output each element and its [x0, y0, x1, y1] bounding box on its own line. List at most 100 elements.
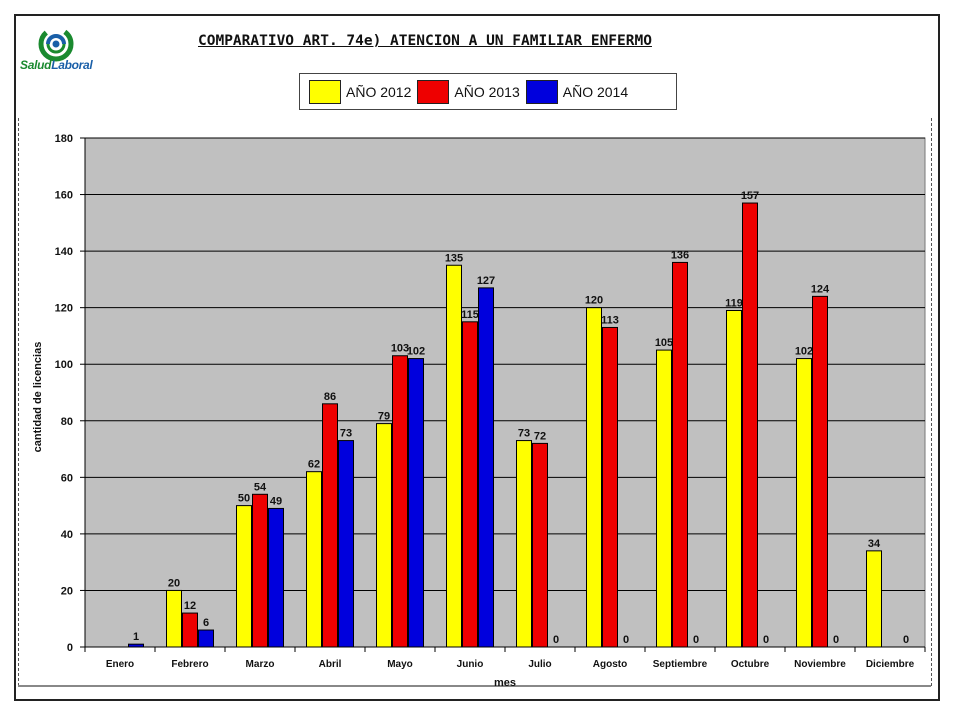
bar — [602, 326, 618, 648]
y-tick-label: 80 — [61, 416, 73, 428]
bar — [338, 440, 354, 648]
legend-label-2014: AÑO 2014 — [562, 83, 629, 100]
x-tick-label: Octubre — [731, 659, 770, 670]
data-label: 102 — [795, 346, 813, 358]
bar — [392, 355, 408, 648]
data-label: 120 — [585, 295, 603, 307]
bar — [182, 612, 198, 648]
y-tick-label: 140 — [55, 246, 73, 258]
data-label: 0 — [623, 634, 629, 646]
data-label: 6 — [203, 617, 209, 629]
data-label: 135 — [445, 252, 463, 264]
bar — [532, 442, 548, 648]
bar — [462, 321, 478, 648]
data-label: 124 — [811, 283, 830, 295]
bar — [446, 264, 462, 648]
data-label: 127 — [477, 275, 495, 287]
legend-item-2014: AÑO 2014 — [525, 79, 630, 104]
y-tick-label: 20 — [61, 585, 73, 597]
bar — [866, 550, 882, 648]
x-tick-label: Diciembre — [866, 659, 915, 670]
data-label: 50 — [238, 493, 250, 505]
legend-item-2013: AÑO 2013 — [417, 79, 521, 104]
data-label: 20 — [168, 577, 180, 589]
data-label: 72 — [534, 430, 546, 442]
left-dashed-border — [18, 118, 19, 686]
bar — [586, 307, 602, 648]
data-label: 12 — [184, 600, 196, 612]
bar — [812, 295, 828, 648]
data-label: 157 — [741, 190, 759, 202]
data-label: 103 — [391, 343, 409, 355]
data-label: 0 — [693, 634, 699, 646]
chart-title: COMPARATIVO ART. 74e) ATENCION A UN FAMI… — [198, 33, 652, 49]
legend-label-2013: AÑO 2013 — [454, 83, 520, 100]
salud-laboral-logo-icon — [38, 26, 74, 62]
bar — [478, 287, 494, 648]
x-axis-label: mes — [493, 677, 517, 689]
data-label: 0 — [553, 634, 559, 646]
x-tick-label: Febrero — [171, 659, 208, 670]
y-tick-label: 160 — [55, 190, 73, 202]
legend-swatch-2012 — [309, 79, 341, 104]
logo-text-part2: Laboral — [51, 58, 93, 72]
data-label: 115 — [461, 309, 479, 321]
y-tick-label: 0 — [67, 642, 73, 654]
x-tick-label: Septiembre — [653, 659, 708, 670]
y-tick-label: 60 — [61, 472, 73, 484]
bar — [672, 261, 688, 648]
x-tick-label: Enero — [106, 659, 134, 670]
bar — [516, 440, 532, 648]
data-label: 62 — [308, 459, 320, 471]
data-label: 0 — [763, 634, 769, 646]
y-tick-label: 120 — [55, 303, 73, 315]
plot-area — [84, 137, 926, 648]
bar — [198, 629, 214, 648]
bar — [796, 358, 812, 648]
data-label: 113 — [601, 314, 619, 326]
x-tick-label: Marzo — [246, 659, 275, 670]
x-tick-label: Mayo — [387, 659, 413, 670]
data-label: 86 — [324, 391, 336, 403]
x-tick-label: Julio — [528, 659, 551, 670]
bar — [322, 403, 338, 648]
bar — [656, 349, 672, 648]
x-tick-label: Abril — [319, 659, 342, 670]
y-axis-label: cantidad de licencias — [32, 341, 44, 453]
data-label: 73 — [518, 428, 530, 440]
bar — [726, 309, 742, 648]
legend-swatch-2014 — [525, 79, 558, 104]
data-label: 119 — [725, 297, 743, 309]
data-label: 79 — [378, 411, 390, 423]
data-label: 0 — [903, 634, 909, 646]
legend-label-2012: AÑO 2012 — [346, 83, 412, 100]
bar — [306, 471, 322, 648]
bar — [408, 358, 424, 648]
legend-swatch-2013 — [417, 79, 450, 104]
x-tick-label: Noviembre — [794, 659, 846, 670]
data-label: 105 — [655, 337, 673, 349]
logo-text-part1: Salud — [20, 58, 52, 72]
data-label: 54 — [254, 481, 267, 493]
bar — [268, 507, 284, 648]
bar — [166, 589, 182, 648]
data-label: 34 — [868, 538, 881, 550]
bar — [252, 493, 268, 648]
bar — [376, 423, 392, 648]
legend-item-2012: AÑO 2012 — [309, 79, 413, 104]
logo-text: SaludLaboral — [20, 58, 110, 72]
x-tick-label: Agosto — [593, 659, 627, 670]
data-label: 136 — [671, 249, 689, 261]
y-tick-label: 100 — [55, 359, 73, 371]
data-label: 0 — [833, 634, 839, 646]
y-tick-label: 40 — [61, 529, 73, 541]
data-label: 49 — [270, 495, 282, 507]
right-dashed-border — [931, 118, 932, 686]
chart-legend: AÑO 2012 AÑO 2013 AÑO 2014 — [299, 73, 677, 110]
data-label: 102 — [407, 346, 425, 358]
bar — [742, 202, 758, 648]
x-tick-label: Junio — [457, 659, 484, 670]
data-label: 1 — [133, 631, 139, 643]
data-label: 73 — [340, 428, 352, 440]
